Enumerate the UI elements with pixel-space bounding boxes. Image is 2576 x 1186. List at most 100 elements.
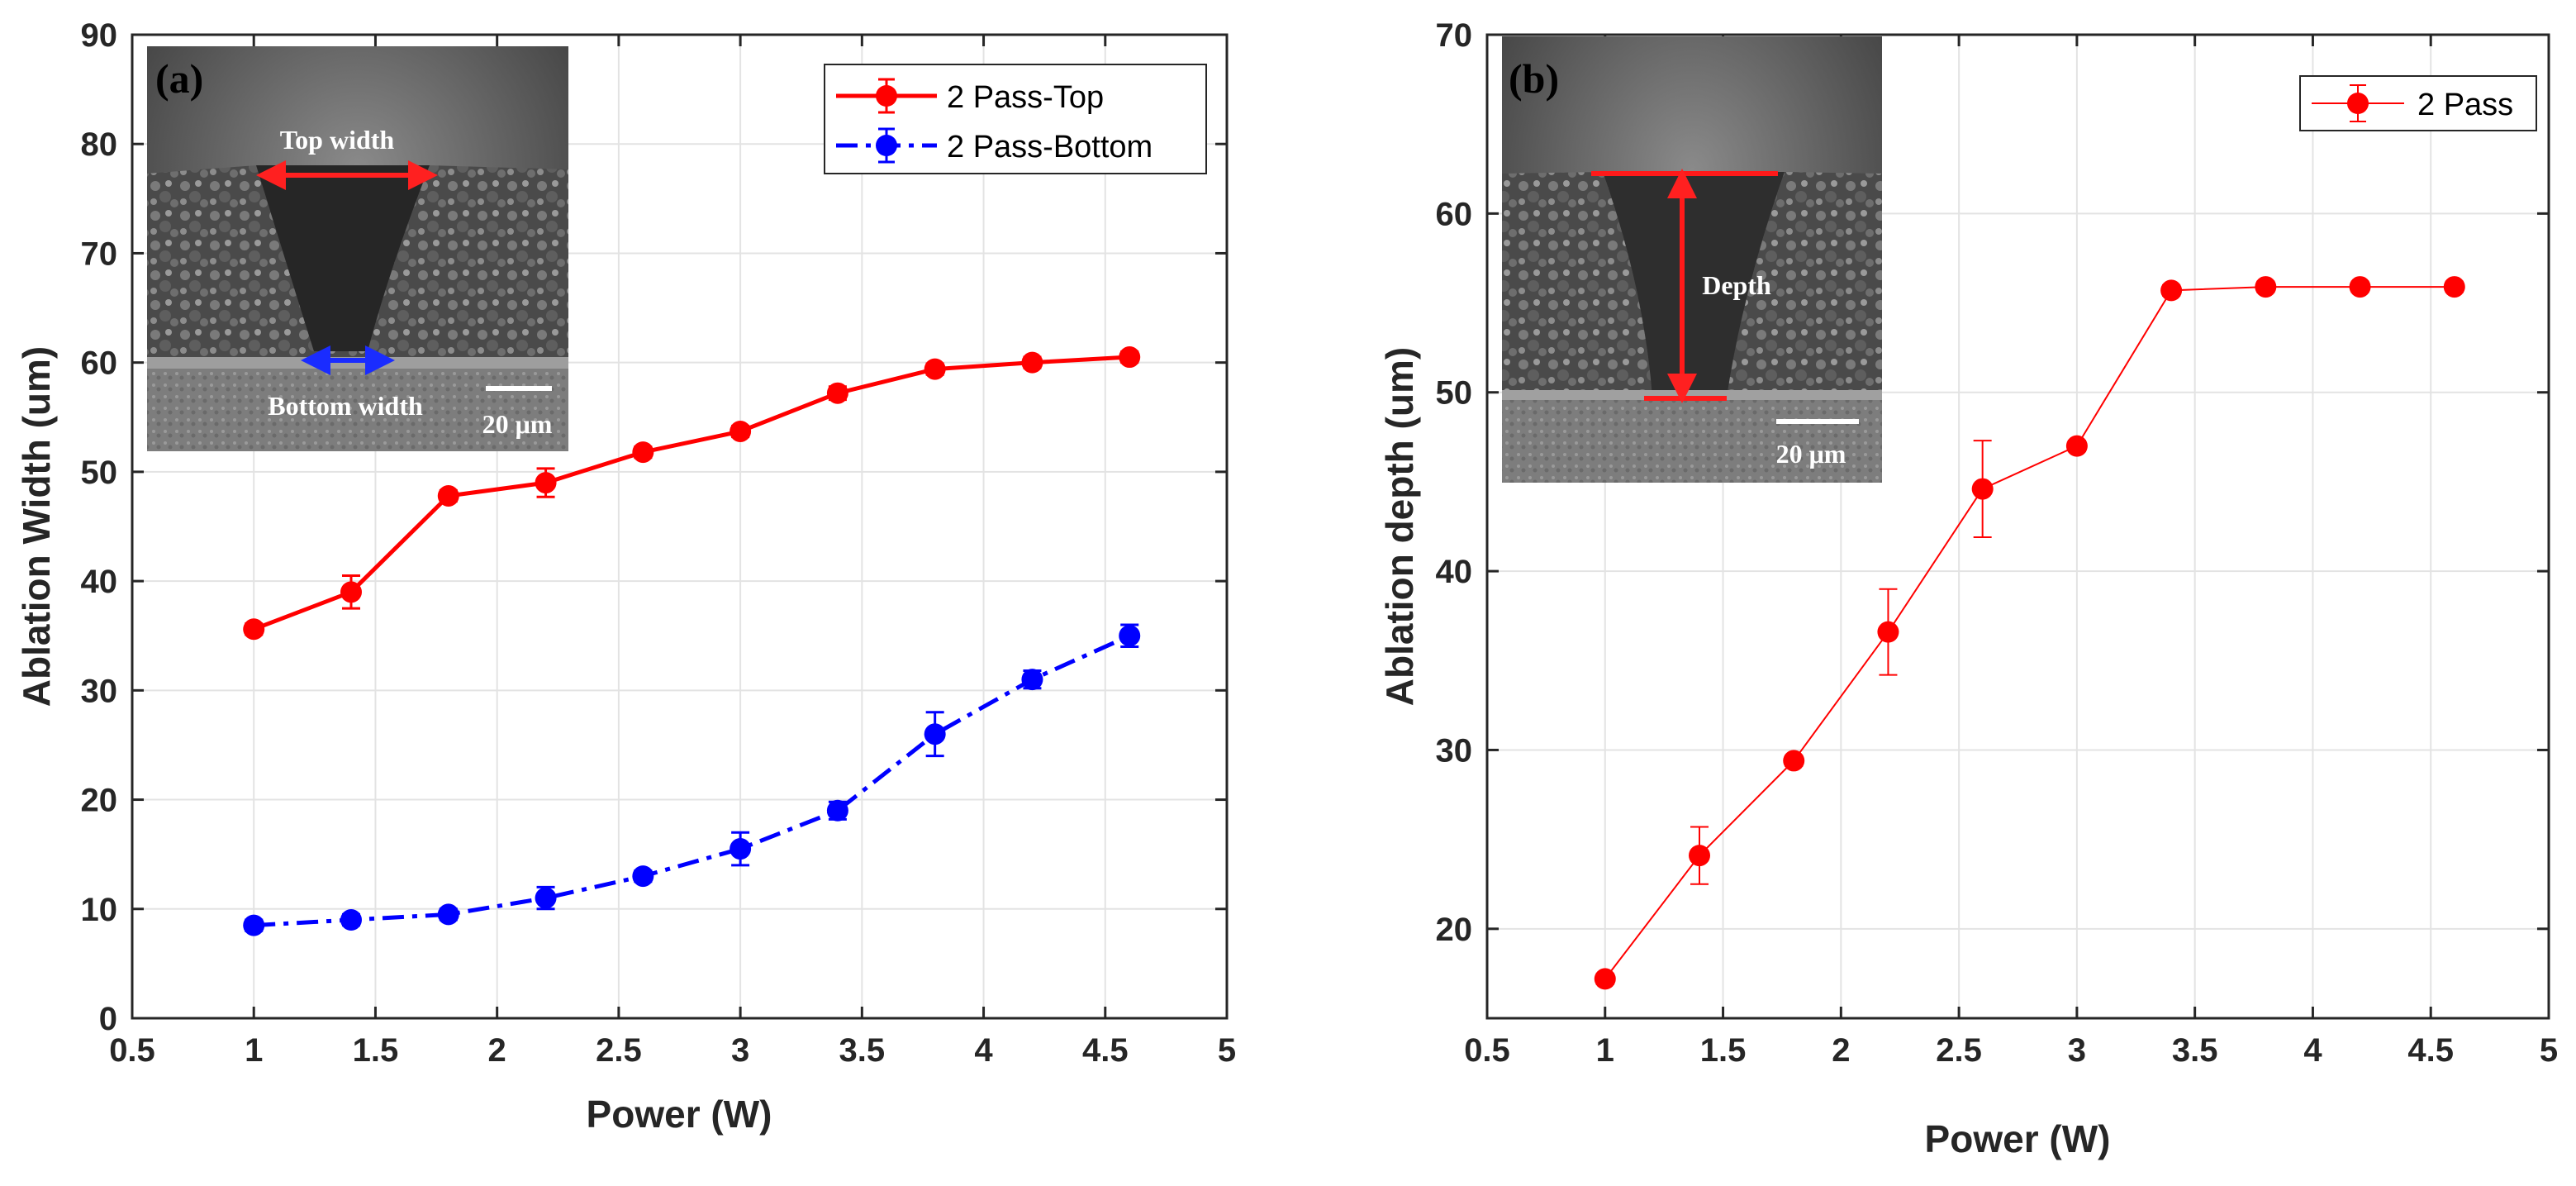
- data-point: [1877, 588, 1899, 676]
- y-tick-label: 30: [1436, 732, 1473, 769]
- data-marker: [535, 887, 557, 909]
- data-point: [730, 420, 752, 442]
- data-marker: [340, 581, 362, 603]
- data-marker: [1594, 968, 1616, 990]
- data-marker: [1021, 351, 1043, 374]
- y-tick-labels-b: 20 30 40 50 60 70: [1436, 17, 1473, 948]
- x-tick-label: 2: [488, 1032, 506, 1069]
- y-tick-label: 20: [1436, 912, 1473, 948]
- data-point: [437, 484, 459, 507]
- x-tick-label: 0.5: [109, 1032, 155, 1069]
- data-point: [1594, 968, 1616, 990]
- data-marker: [1971, 478, 1994, 500]
- legend-b: 2 Pass: [2299, 75, 2537, 131]
- y-tick-label: 40: [81, 564, 118, 600]
- y-tick-label: 10: [81, 892, 118, 928]
- data-marker: [243, 618, 265, 641]
- inset-image-a: [147, 46, 568, 451]
- data-point: [826, 799, 848, 822]
- x-axis-label-b: Power (W): [1925, 1117, 2111, 1160]
- data-point: [632, 441, 654, 464]
- x-tick-label: 2.5: [596, 1032, 642, 1069]
- data-marker: [730, 838, 752, 860]
- data-point: [535, 885, 557, 911]
- x-tick-label: 4.5: [1082, 1032, 1129, 1069]
- x-tick-label: 3: [2068, 1032, 2086, 1069]
- data-marker: [1689, 845, 1710, 867]
- y-tick-label: 50: [1436, 375, 1473, 412]
- axes-frame-b: [1485, 33, 2550, 1020]
- data-point: [730, 831, 752, 867]
- legend-swatch-2pass: [2312, 84, 2404, 122]
- x-tick-label: 4: [2303, 1032, 2322, 1069]
- data-marker: [437, 484, 459, 507]
- legend-a: 2 Pass-Top 2 Pass-Bottom: [824, 64, 1207, 174]
- series-b: [1594, 276, 2465, 990]
- panel-label-b: (b): [1509, 55, 1559, 102]
- x-tick-labels-a: 0.5 1 1.5 2 2.5 3 3.5 4 4.5 5: [109, 1032, 1236, 1069]
- x-tick-label: 3.5: [839, 1032, 886, 1069]
- inset-label-bottom-width: Bottom width: [268, 391, 423, 421]
- data-point: [924, 711, 946, 758]
- data-marker: [1021, 669, 1043, 691]
- y-tick-label: 60: [1436, 196, 1473, 232]
- data-point: [2255, 276, 2277, 298]
- series-a: [243, 346, 1141, 936]
- data-point: [826, 382, 848, 404]
- data-point: [2349, 276, 2371, 298]
- legend-swatch-top: [836, 78, 937, 114]
- inset-scale-label-b: 20 μm: [1776, 439, 1846, 469]
- data-point: [632, 865, 654, 888]
- data-marker: [632, 865, 654, 888]
- y-axis-label-a: Ablation Width (um): [15, 346, 58, 707]
- data-marker: [2160, 279, 2183, 302]
- data-marker: [924, 358, 946, 380]
- data-marker: [1783, 750, 1805, 772]
- series-line-2-pass: [1604, 286, 2455, 980]
- data-point: [1783, 750, 1805, 772]
- inset-scale-label-a: 20 μm: [482, 409, 553, 439]
- inset-label-top-width: Top width: [280, 125, 395, 155]
- legend-label-bottom: 2 Pass-Bottom: [947, 130, 1153, 164]
- x-tick-label: 1.5: [1700, 1032, 1747, 1069]
- x-tick-labels-b: 0.5 1 1.5 2 2.5 3 3.5 4 4.5 5: [1464, 1032, 2558, 1069]
- data-point: [437, 903, 459, 926]
- data-marker: [730, 420, 752, 442]
- x-tick-label: 3.5: [2172, 1032, 2218, 1069]
- data-marker: [2255, 276, 2277, 298]
- data-point: [2443, 276, 2465, 298]
- y-tick-label: 60: [81, 345, 118, 382]
- panel-label-a: (a): [155, 55, 203, 102]
- y-axis-label-b: Ablation depth (um): [1378, 347, 1421, 706]
- data-point: [1119, 623, 1141, 648]
- data-marker: [437, 903, 459, 926]
- axes-frame-a: [131, 33, 1229, 1020]
- data-marker: [826, 382, 848, 404]
- data-point: [1021, 351, 1043, 374]
- y-tick-label: 50: [81, 455, 118, 491]
- x-tick-label: 1: [1596, 1032, 1614, 1069]
- data-marker: [1877, 621, 1899, 643]
- y-tick-label: 70: [1436, 17, 1473, 54]
- inset-image-b: [1502, 36, 1882, 483]
- data-point: [1119, 346, 1141, 369]
- data-point: [1021, 669, 1043, 691]
- y-tick-label: 30: [81, 673, 118, 709]
- x-tick-label: 0.5: [1464, 1032, 1510, 1069]
- x-tick-label: 3: [731, 1032, 749, 1069]
- data-point: [243, 618, 265, 641]
- x-axis-label-a: Power (W): [587, 1093, 772, 1136]
- data-marker: [2443, 276, 2465, 298]
- data-marker: [340, 909, 362, 931]
- data-marker: [826, 799, 848, 822]
- data-point: [1971, 440, 1994, 538]
- data-point: [1689, 826, 1710, 885]
- data-marker: [1119, 625, 1141, 647]
- data-point: [243, 914, 265, 936]
- data-marker: [2349, 276, 2371, 298]
- y-tick-label: 80: [81, 126, 118, 163]
- panel-a: 0.5 1 1.5 2 2.5 3 3.5 4 4.5 5 0 10 20 30 40 50 60 70 80 90…: [15, 17, 1236, 1136]
- y-tick-label: 90: [81, 17, 118, 54]
